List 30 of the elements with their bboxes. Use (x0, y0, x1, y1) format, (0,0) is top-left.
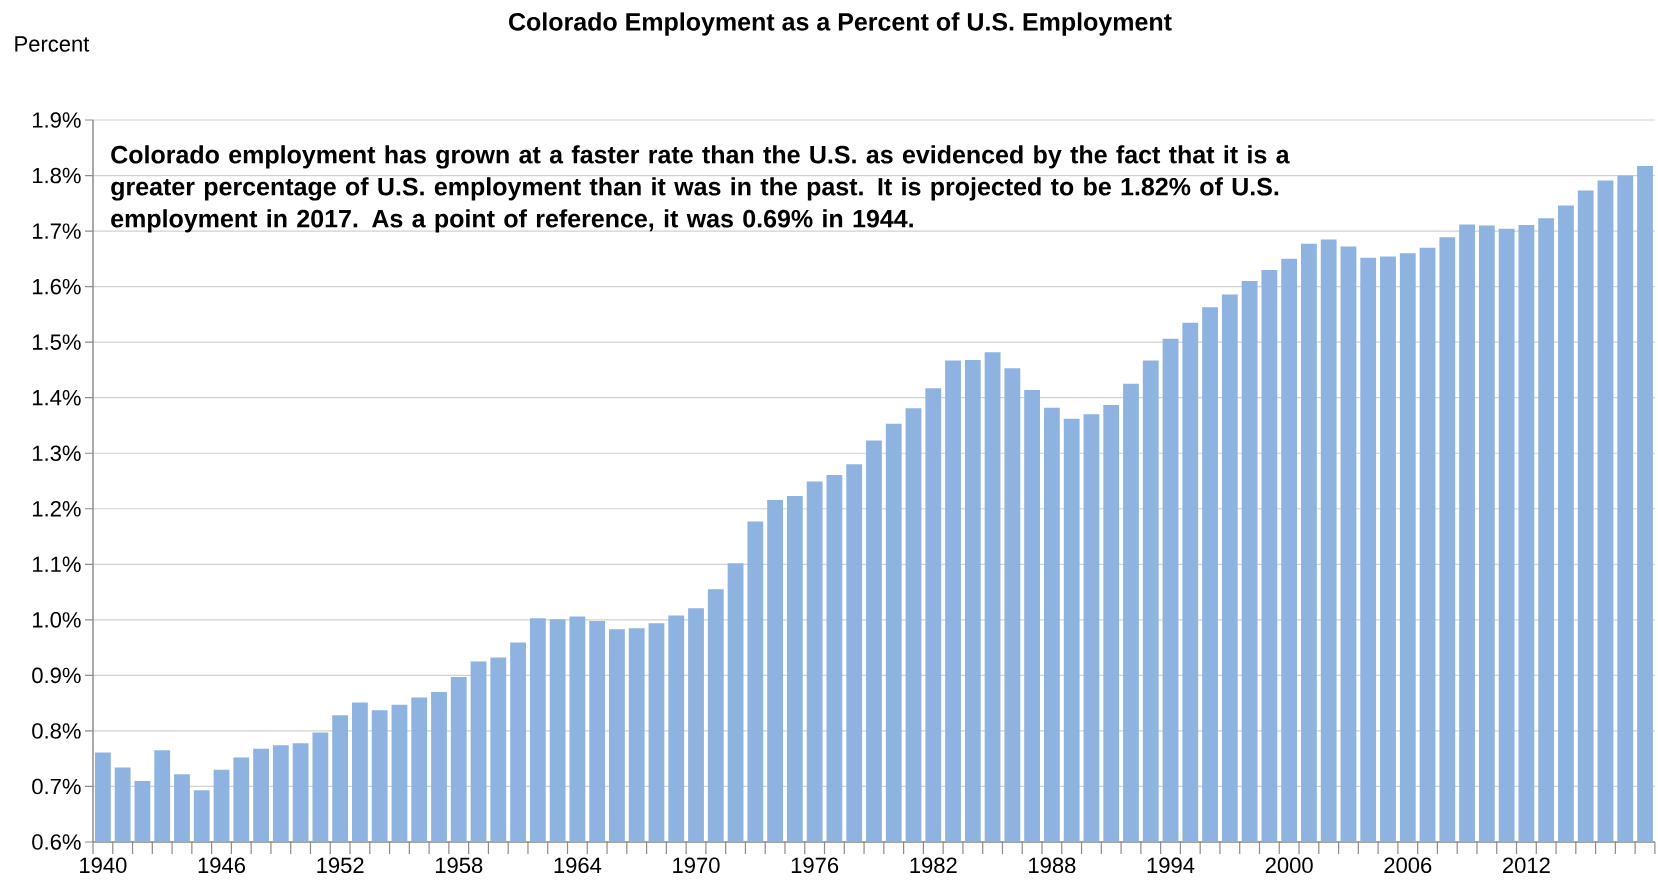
y-tick-label: 1.8% (33, 167, 81, 184)
y-tick-label: 1.0% (33, 612, 81, 628)
y-tick-label: 1.1% (33, 556, 81, 572)
x-tick-label: 2012 (1503, 857, 1550, 874)
y-tick-label: 1.3% (33, 445, 81, 462)
x-tick-label: 1982 (910, 857, 957, 874)
y-tick-label: 1.9% (33, 112, 81, 128)
y-axis-title: Percent (15, 36, 90, 52)
y-tick-label: 1.2% (33, 501, 81, 517)
x-tick-label: 1988 (1029, 857, 1076, 874)
y-tick-label: 1.4% (33, 390, 81, 406)
x-tick-label: 1952 (317, 857, 364, 874)
y-tick-label: 1.6% (33, 278, 81, 295)
y-tick-label: 1.7% (33, 223, 81, 239)
y-tick-label: 0.9% (32, 667, 81, 684)
x-tick-label: 1964 (554, 857, 602, 874)
x-tick-label: 1958 (435, 857, 483, 874)
y-tick-label: 0.8% (32, 723, 81, 739)
x-tick-label: 1946 (198, 857, 246, 874)
y-tick-label: 1.5% (33, 334, 81, 350)
chart-title: Colorado Employment as a Percent of U.S. Employment (509, 12, 1172, 36)
x-tick-label: 1994 (1147, 857, 1195, 874)
x-tick-label: 2006 (1384, 857, 1432, 874)
x-tick-label: 2000 (1265, 857, 1313, 874)
x-tick-label: 1970 (673, 857, 720, 874)
annotation: Colorado employment has grown at a faster rate than the U.S. as evidenced by the fact that it is a greater percentage of U.S. employment than it was in the past. It is projected to be 1.82% of U.S. employment in 2017. As a point of reference, it was 0.69% in 1944. (111, 145, 1290, 233)
y-tick-label: 0.6% (32, 834, 81, 850)
x-tick-label: 1976 (791, 857, 839, 874)
y-tick-label: 0.7% (32, 778, 81, 795)
x-tick-label: 1940 (80, 857, 127, 874)
